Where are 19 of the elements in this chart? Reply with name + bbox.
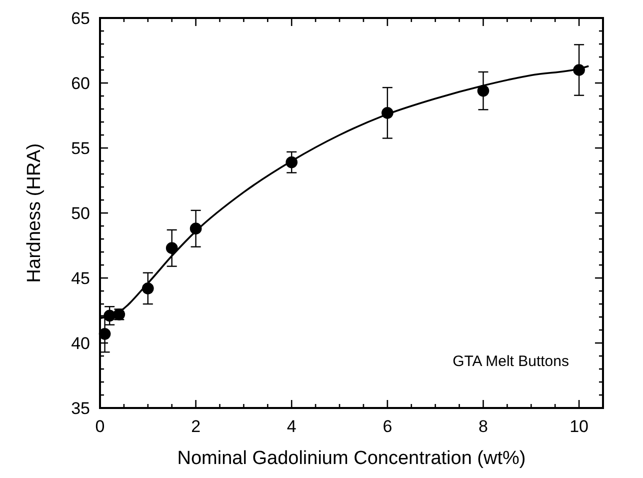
x-tick-label: 8	[478, 417, 488, 436]
x-axis-title: Nominal Gadolinium Concentration (wt%)	[177, 448, 526, 469]
x-tick-label: 0	[95, 417, 105, 436]
y-tick-label: 60	[71, 74, 90, 93]
y-tick-label: 45	[71, 268, 90, 288]
y-tick-label: 35	[71, 398, 90, 418]
x-tick-label: 2	[191, 417, 201, 436]
y-tick-label: 40	[71, 334, 90, 353]
point	[98, 328, 111, 340]
y-tick-label: 65	[71, 8, 90, 28]
x-tick-label: 10	[570, 417, 589, 436]
annotation: GTA Melt Buttons	[452, 353, 569, 370]
x-tick-label: 4	[286, 417, 296, 436]
point	[166, 242, 178, 254]
y-tick-label: 50	[71, 204, 90, 223]
y-tick-label: 55	[71, 138, 90, 158]
x-tick-label: 6	[382, 417, 392, 436]
y-axis-title: Hardness (HRA)	[24, 143, 45, 283]
point	[477, 84, 490, 97]
